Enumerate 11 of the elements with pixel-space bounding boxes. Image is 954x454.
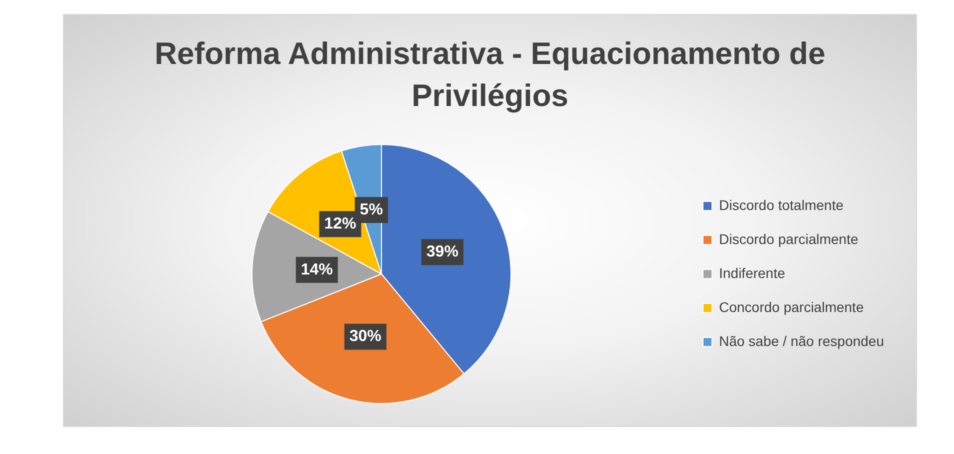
legend-label: Não sabe / não respondeu [718, 332, 884, 349]
chart-title: Reforma Administrativa - Equacionamento de Privilégios [154, 35, 826, 115]
data-label: 5% [360, 201, 383, 218]
data-label: 12% [324, 216, 356, 233]
legend-label: Discordo totalmente [718, 196, 844, 213]
legend-label: Concordo parcialmente [718, 298, 864, 315]
legend-label: Discordo parcialmente [718, 230, 858, 247]
data-label: 39% [426, 243, 458, 260]
data-label: 30% [349, 328, 382, 346]
legend-label: Indiferente [718, 264, 786, 281]
data-label: 14% [300, 261, 333, 278]
